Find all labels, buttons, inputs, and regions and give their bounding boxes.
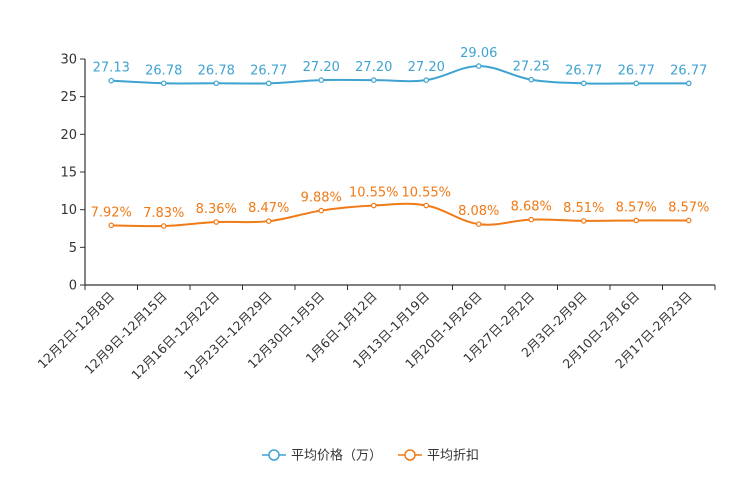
data-point[interactable]: [685, 217, 692, 224]
legend-label: 平均折扣: [427, 449, 479, 464]
data-point[interactable]: [580, 80, 587, 87]
data-label: 9.88%: [301, 191, 342, 206]
y-tick-label: 15: [60, 166, 77, 181]
y-tick-label: 25: [60, 90, 77, 105]
data-label: 26.77: [250, 63, 287, 78]
series-0: 27.13 26.78 26.78 26.77 27.20 27.20 27.20 29.06…: [93, 46, 707, 87]
data-point[interactable]: [108, 222, 115, 229]
data-label: 29.06: [460, 46, 497, 61]
x-tick-label: 12月23日-12月29日: [181, 289, 275, 383]
chart-legend[interactable]: 平均价格（万） 平均折扣: [262, 448, 479, 464]
data-point[interactable]: [475, 63, 482, 69]
data-label: 10.55%: [401, 186, 451, 201]
data-point[interactable]: [528, 216, 535, 223]
data-label: 27.13: [93, 61, 130, 76]
data-point[interactable]: [423, 202, 430, 209]
series-1: 7.92% 7.83% 8.36% 8.47% 9.88% 10.55% 10.55% 8.0…: [91, 186, 709, 229]
data-point[interactable]: [685, 80, 692, 87]
data-point[interactable]: [528, 76, 535, 83]
data-point[interactable]: [265, 218, 272, 224]
series-line: [111, 202, 689, 228]
data-label: 26.78: [198, 63, 235, 78]
series-layer: 27.13 26.78 26.78 26.77 27.20 27.20 27.20 29.06…: [91, 46, 709, 229]
data-point[interactable]: [160, 223, 167, 229]
data-point[interactable]: [213, 219, 220, 225]
data-point[interactable]: [213, 80, 220, 87]
legend-label: 平均价格（万）: [291, 448, 382, 464]
data-label: 7.92%: [91, 205, 132, 220]
y-tick-label: 30: [60, 53, 77, 68]
y-tick-label: 10: [60, 203, 77, 218]
data-label: 8.47%: [248, 201, 289, 216]
data-label: 8.57%: [668, 200, 709, 215]
data-label: 26.77: [565, 63, 602, 78]
data-point[interactable]: [265, 80, 272, 87]
y-tick-label: 0: [69, 279, 77, 294]
x-tick-label: 12月16日-12月22日: [128, 289, 222, 383]
data-point[interactable]: [318, 77, 325, 83]
data-label: 8.51%: [563, 201, 604, 216]
legend-item-0[interactable]: 平均价格（万）: [262, 448, 382, 464]
legend-marker-icon: [404, 449, 416, 461]
chart-axes: 05101520253012月2日-12月8日12月9日-12月15日12月16…: [34, 53, 716, 383]
data-point[interactable]: [160, 80, 167, 87]
data-label: 27.25: [513, 60, 550, 75]
data-point[interactable]: [370, 202, 377, 209]
data-label: 27.20: [355, 60, 392, 75]
data-point[interactable]: [318, 207, 325, 214]
data-point[interactable]: [580, 218, 587, 224]
data-label: 26.77: [670, 63, 707, 78]
legend-marker-icon: [268, 449, 280, 461]
data-point[interactable]: [108, 77, 115, 84]
data-point[interactable]: [475, 221, 482, 227]
data-label: 7.83%: [143, 206, 184, 221]
data-label: 26.78: [145, 63, 182, 78]
data-label: 27.20: [303, 60, 340, 75]
y-tick-label: 5: [69, 241, 77, 256]
legend-item-1[interactable]: 平均折扣: [398, 449, 479, 464]
data-point[interactable]: [633, 80, 640, 87]
data-point[interactable]: [633, 217, 640, 224]
data-label: 8.08%: [458, 204, 499, 219]
series-line: [111, 65, 689, 85]
data-label: 8.68%: [511, 200, 552, 215]
y-tick-label: 20: [60, 128, 77, 143]
data-label: 8.57%: [616, 200, 657, 215]
data-label: 10.55%: [349, 186, 399, 201]
data-label: 8.36%: [196, 202, 237, 217]
data-label: 26.77: [618, 63, 655, 78]
data-label: 27.20: [408, 60, 445, 75]
data-point[interactable]: [423, 77, 430, 83]
data-point[interactable]: [370, 77, 377, 83]
